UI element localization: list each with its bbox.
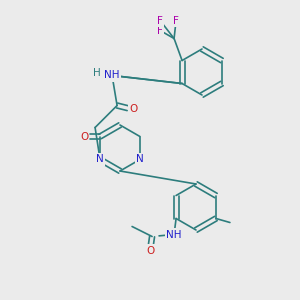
Text: F: F xyxy=(157,16,163,26)
Text: F: F xyxy=(157,26,163,35)
Text: N: N xyxy=(96,154,104,164)
Text: H: H xyxy=(93,68,101,77)
Text: O: O xyxy=(129,104,137,115)
Text: NH: NH xyxy=(166,230,182,239)
Text: NH: NH xyxy=(104,70,120,80)
Text: O: O xyxy=(80,131,88,142)
Text: N: N xyxy=(136,154,144,164)
Text: F: F xyxy=(173,16,179,26)
Text: O: O xyxy=(146,245,154,256)
